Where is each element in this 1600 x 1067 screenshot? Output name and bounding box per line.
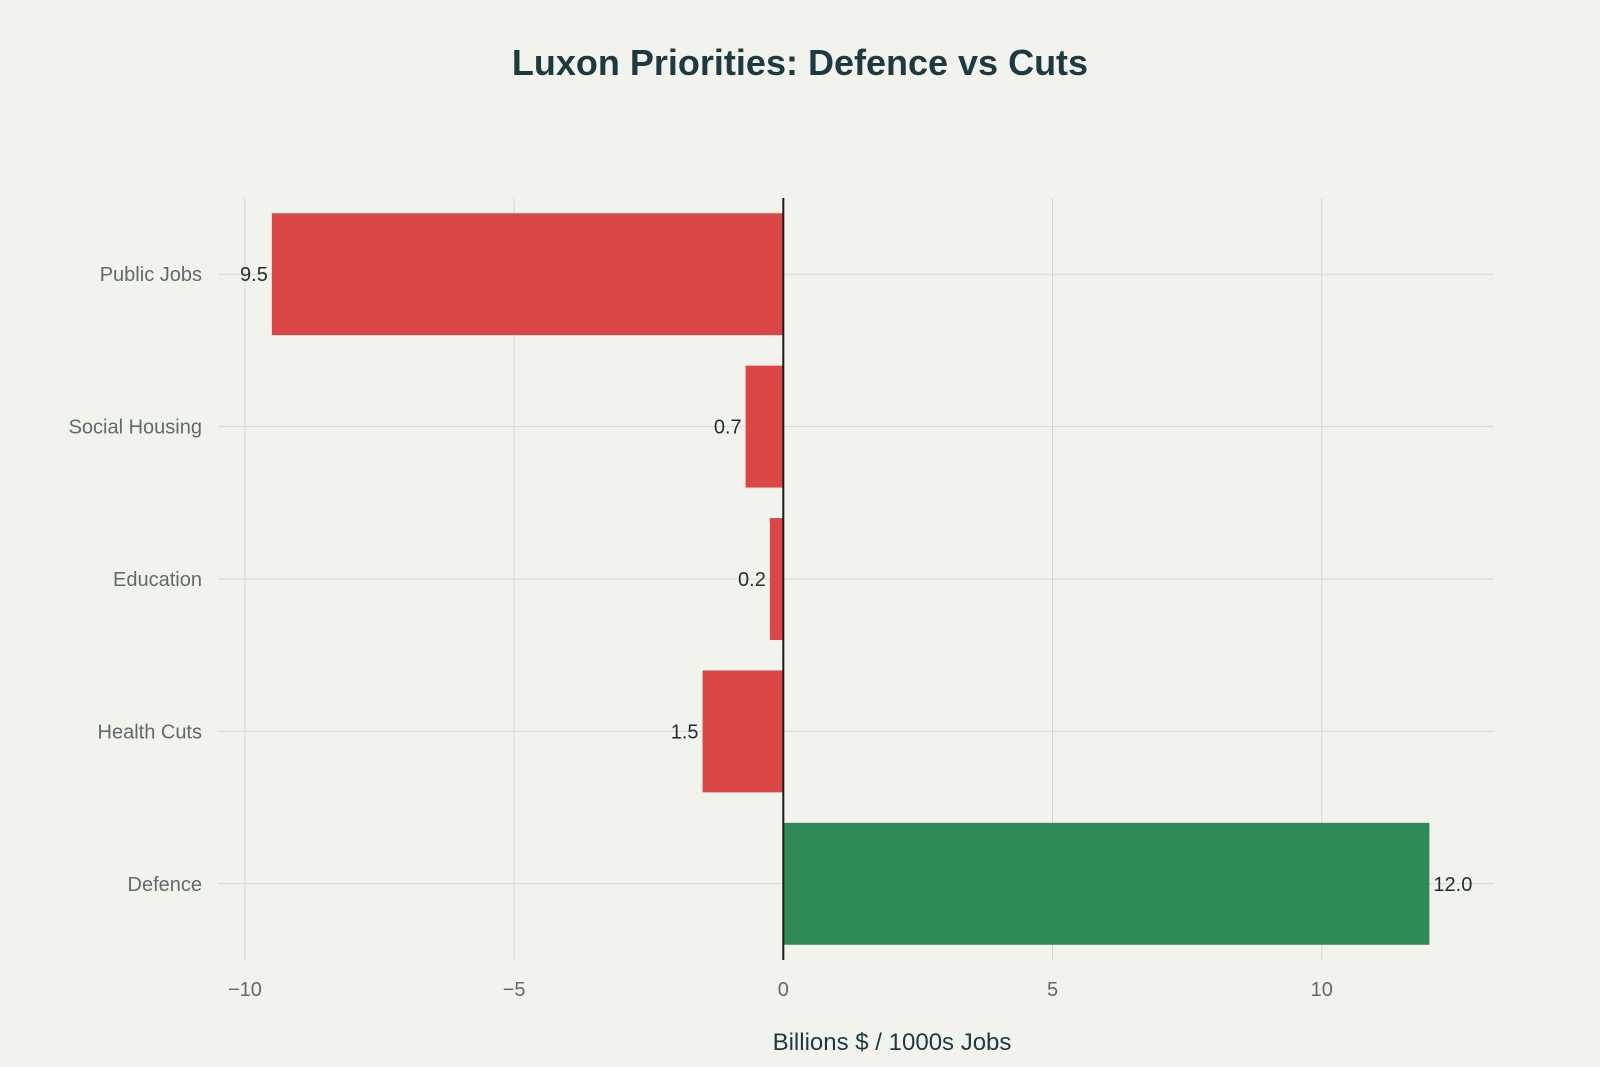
y-category-label: Public Jobs [100,264,202,286]
x-tick-label: −10 [228,979,262,1001]
x-tick-label: 5 [1047,979,1058,1001]
x-tick-label: −5 [503,979,526,1001]
x-axis-title: Billions $ / 1000s Jobs [773,1029,1012,1056]
data-label: 0.7 [714,417,742,439]
chart-title: Luxon Priorities: Defence vs Cuts [511,42,1089,83]
bar [783,822,1430,945]
data-label: 12.0 [1433,874,1472,896]
bar [745,365,784,488]
x-tick-label: 10 [1311,979,1333,1001]
data-label: 9.5 [240,264,268,286]
y-category-label: Defence [128,874,203,896]
y-category-label: Education [113,569,202,591]
data-label: 0.2 [738,569,766,591]
y-category-label: Health Cuts [98,721,203,743]
bar [769,518,784,640]
bar [702,670,784,793]
bar [271,213,784,336]
x-tick-label: 0 [778,979,789,1001]
data-label: 1.5 [671,721,699,743]
y-category-label: Social Housing [69,417,202,439]
